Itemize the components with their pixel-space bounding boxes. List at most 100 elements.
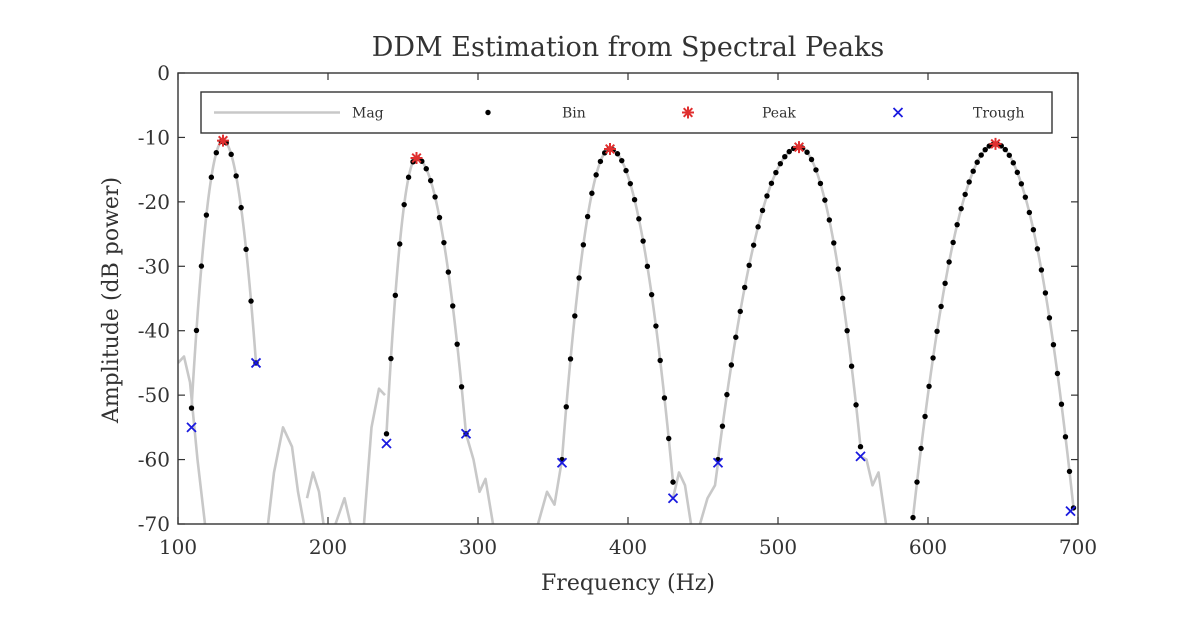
bin-point — [938, 303, 944, 310]
bin-point — [1050, 342, 1057, 348]
bin-point — [432, 194, 438, 200]
x-axis-label: Frequency (Hz) — [541, 571, 715, 596]
bin-point — [450, 303, 456, 309]
bin-point — [248, 298, 254, 304]
bin-point — [193, 327, 200, 334]
bin-point — [640, 238, 646, 244]
bin-point — [982, 146, 988, 153]
mag-line-sidelobe-4 — [334, 496, 352, 524]
bin-point — [962, 191, 968, 198]
bin-point — [750, 242, 757, 248]
trough-point — [250, 357, 262, 369]
bin-point — [567, 356, 574, 362]
legend-label-bin: Bin — [562, 106, 586, 122]
bin-point — [238, 204, 244, 211]
bin-point — [1058, 401, 1065, 407]
bin-point — [1042, 290, 1049, 296]
bin-point — [942, 280, 948, 287]
bin-point — [857, 443, 864, 450]
bin-point — [233, 173, 239, 179]
bin-point — [636, 216, 642, 222]
peak-point — [989, 137, 1002, 150]
bin-point — [737, 308, 743, 315]
trough-point — [556, 457, 568, 468]
bin-point — [436, 214, 443, 221]
bin-point — [1022, 194, 1029, 200]
bin-point — [423, 166, 429, 172]
mag-line-sidelobe-3 — [305, 471, 325, 524]
bin-point — [777, 160, 784, 167]
bin-point — [1006, 152, 1012, 158]
x-tick-label: 400 — [609, 535, 647, 559]
bin-point — [853, 402, 859, 408]
legend-label-trough: Trough — [973, 106, 1024, 122]
chart-title: DDM Estimation from Spectral Peaks — [372, 32, 885, 63]
bin-point — [768, 180, 775, 186]
bin-point — [661, 395, 668, 401]
bin-point — [631, 197, 638, 203]
bin-point — [1034, 246, 1041, 252]
bin-point — [593, 172, 599, 178]
bin-point — [597, 158, 604, 165]
bin-point — [926, 383, 932, 389]
bin-point — [584, 213, 591, 220]
mag-line-sidelobe-7 — [536, 459, 564, 524]
bin-point — [839, 295, 846, 301]
y-tick-label: -20 — [138, 190, 170, 214]
y-tick-label: -30 — [138, 254, 170, 278]
bin-point — [978, 152, 984, 158]
y-tick-label: -50 — [138, 383, 170, 407]
y-tick-label: -70 — [138, 512, 170, 536]
bin-point — [918, 445, 924, 452]
bin-point — [627, 180, 634, 187]
bin-point — [383, 431, 390, 437]
bin-point — [786, 148, 792, 155]
bin-point — [1030, 227, 1037, 233]
bin-point — [1026, 209, 1033, 216]
bin-point — [580, 242, 587, 248]
bin-point — [401, 201, 407, 208]
bin-point — [1066, 468, 1073, 475]
peak-point — [410, 152, 423, 165]
mag-line-sidelobe-9 — [698, 462, 720, 524]
bin-point — [914, 479, 920, 485]
bin-point — [576, 275, 582, 281]
x-tick-label: 500 — [759, 535, 797, 559]
peak-point — [604, 143, 616, 156]
mag-line-sidelobe-1 — [178, 355, 207, 524]
legend-bin-swatch — [485, 109, 491, 116]
bin-point — [808, 156, 815, 163]
y-tick-label: 0 — [157, 61, 170, 85]
bin-point — [782, 154, 788, 160]
legend-box — [200, 91, 1053, 134]
bin-point — [653, 323, 659, 329]
bin-point — [764, 193, 770, 199]
bin-point — [454, 341, 460, 347]
x-tick-label: 600 — [909, 535, 947, 559]
bin-point — [922, 413, 928, 420]
bin-point — [670, 479, 676, 485]
bin-point — [563, 404, 569, 410]
bin-point — [822, 197, 828, 203]
bin-point — [589, 190, 595, 196]
peak-series — [217, 134, 1002, 165]
bin-point — [666, 435, 672, 442]
trough-point — [460, 428, 472, 439]
bin-point — [458, 384, 465, 390]
bin-point — [572, 313, 578, 319]
trough-point — [186, 422, 197, 433]
mag-line-sidelobe-2 — [266, 426, 306, 524]
bin-point — [934, 328, 940, 334]
trough-point — [712, 457, 724, 468]
legend-trough-swatch — [892, 107, 904, 118]
bin-point — [601, 150, 608, 156]
peak-point — [793, 141, 805, 154]
bin-point — [619, 157, 625, 164]
bin-point — [228, 151, 234, 158]
plot-area — [178, 138, 1077, 524]
bin-point — [835, 266, 841, 272]
bin-point — [958, 205, 964, 212]
axes: 100 200 300 400 500 600 700 0 -10 -20 -30 -40 -50 -60… — [138, 61, 1097, 559]
x-tick-label: 300 — [459, 535, 497, 559]
bin-point — [773, 169, 779, 176]
